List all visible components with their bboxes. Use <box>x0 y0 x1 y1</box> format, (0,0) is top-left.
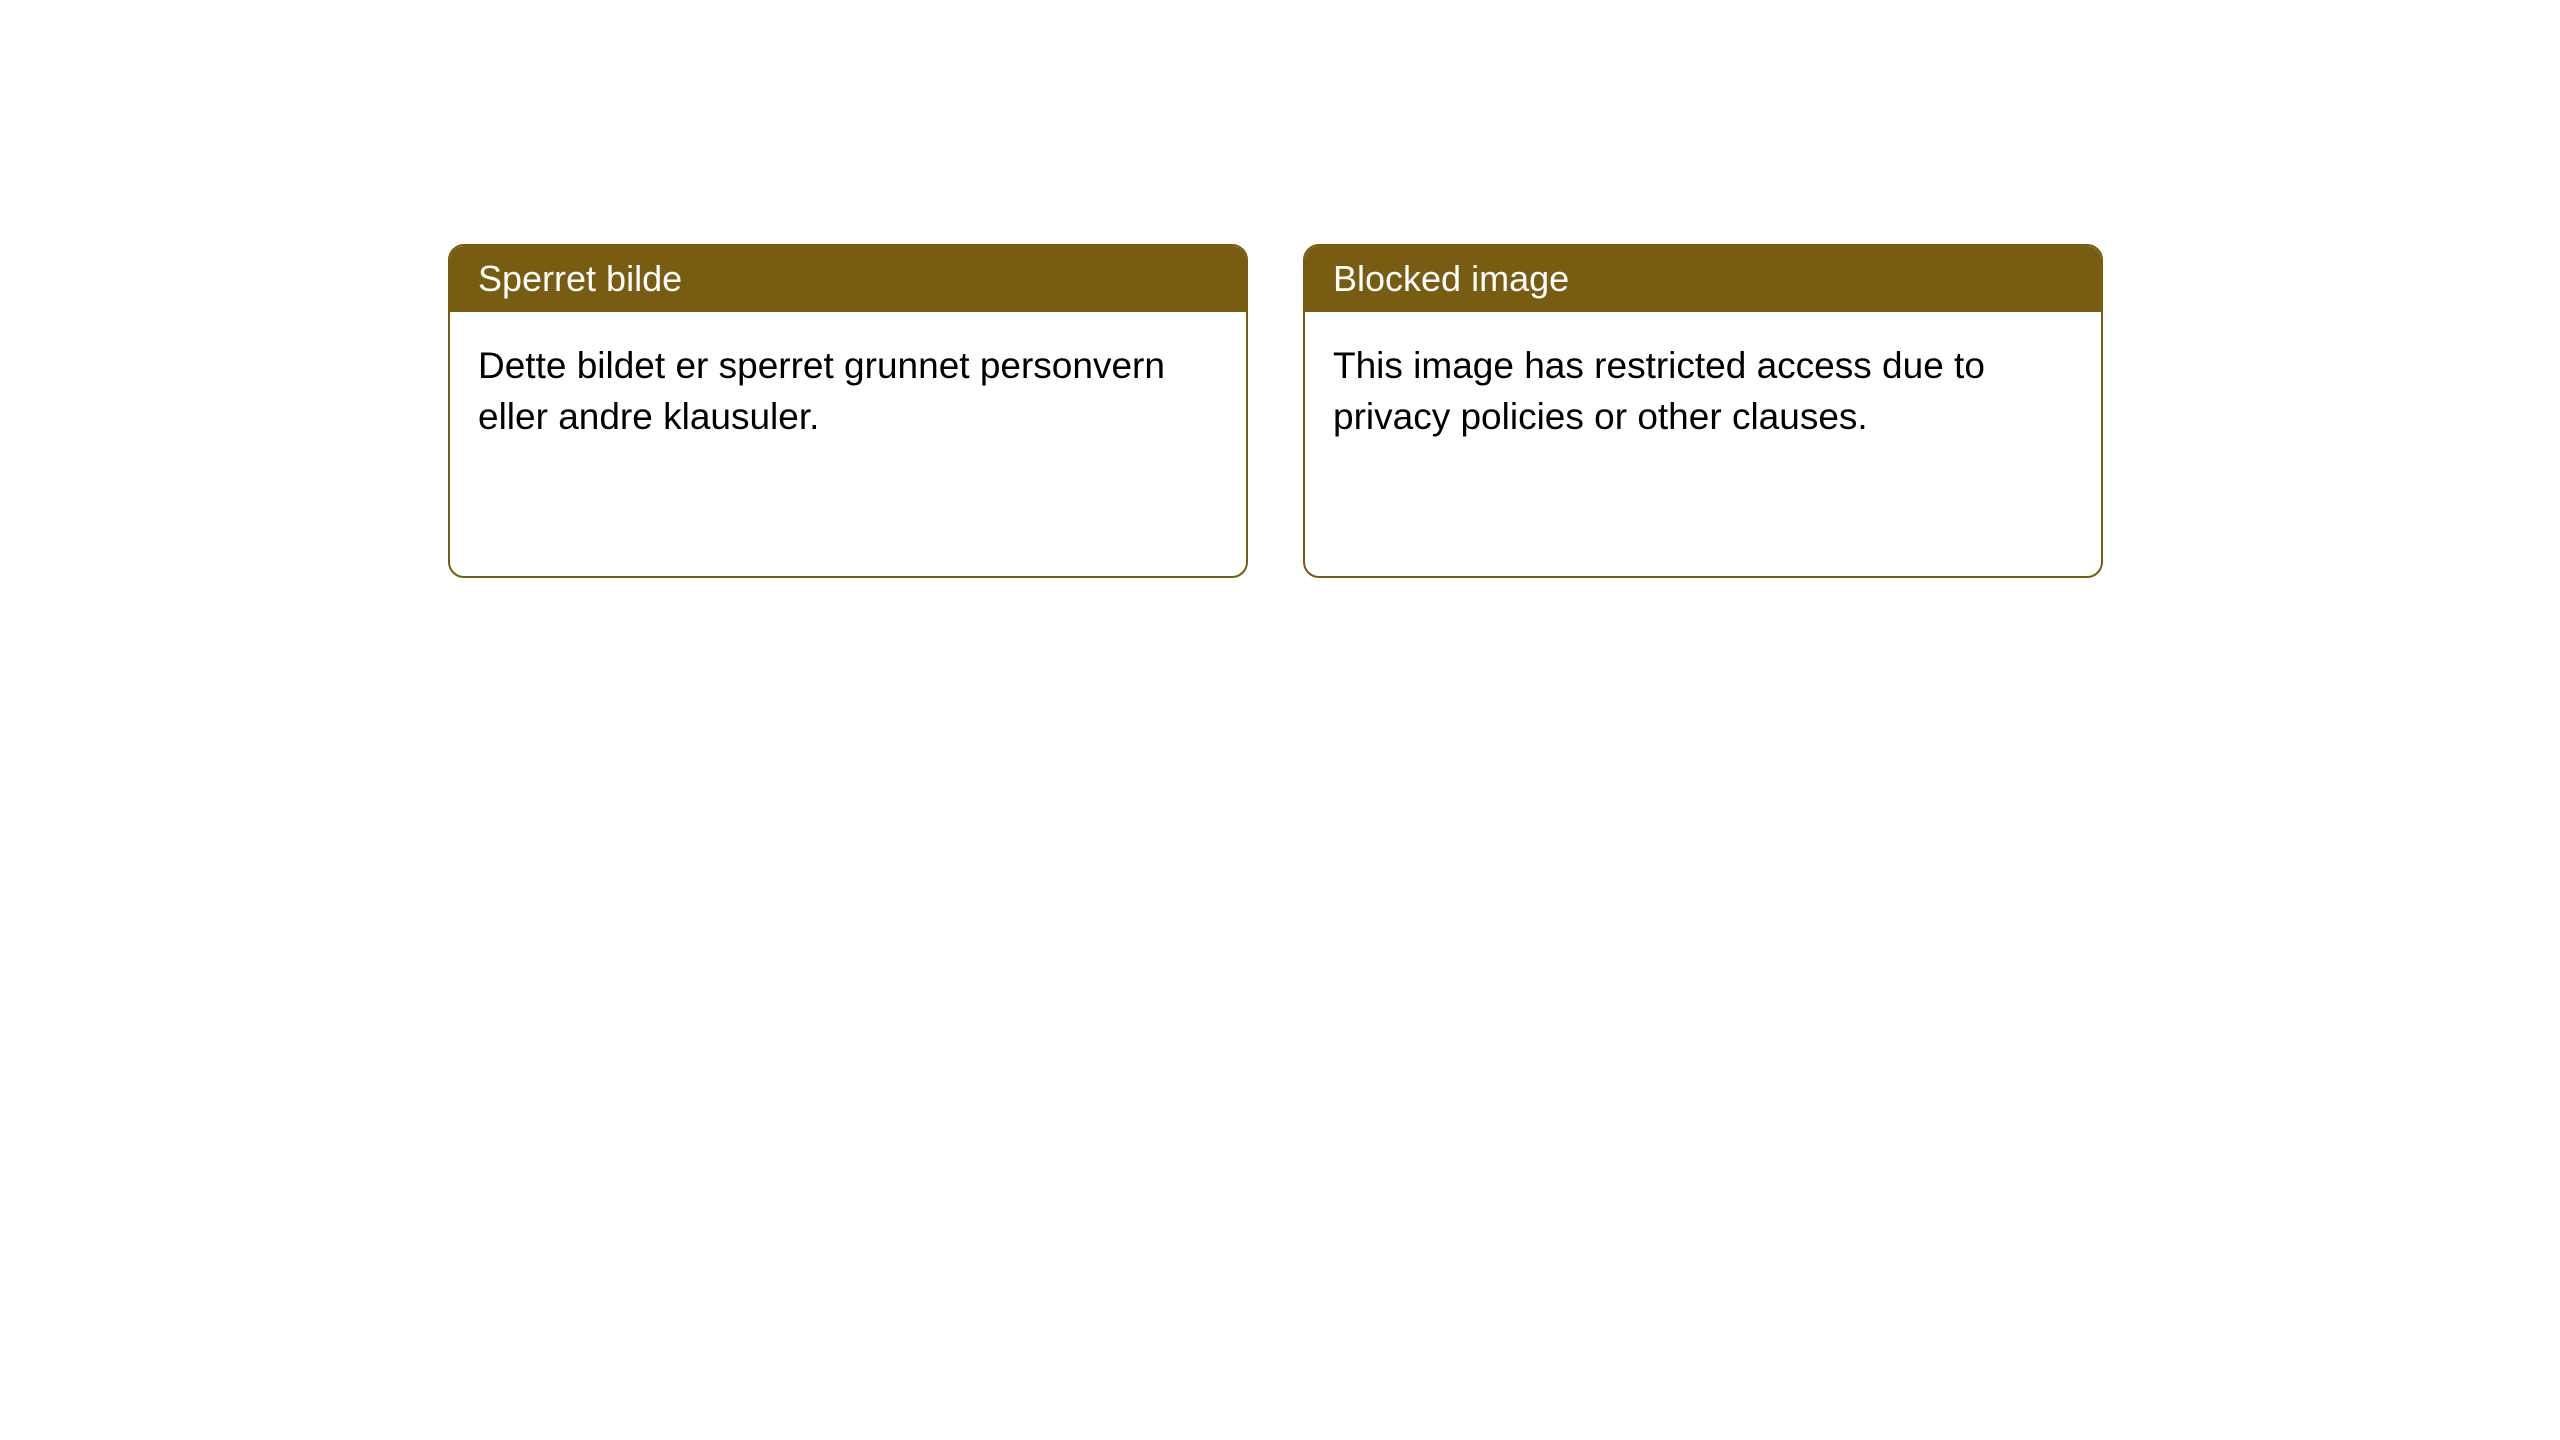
card-body-text: Dette bildet er sperret grunnet personve… <box>478 345 1165 437</box>
card-body: This image has restricted access due to … <box>1305 312 2101 470</box>
card-header: Sperret bilde <box>450 246 1246 312</box>
card-header: Blocked image <box>1305 246 2101 312</box>
card-title: Blocked image <box>1333 258 1569 299</box>
card-body: Dette bildet er sperret grunnet personve… <box>450 312 1246 470</box>
blocked-image-card-norwegian: Sperret bilde Dette bildet er sperret gr… <box>448 244 1248 578</box>
notice-container: Sperret bilde Dette bildet er sperret gr… <box>448 244 2103 578</box>
blocked-image-card-english: Blocked image This image has restricted … <box>1303 244 2103 578</box>
card-title: Sperret bilde <box>478 258 682 299</box>
card-body-text: This image has restricted access due to … <box>1333 345 1985 437</box>
